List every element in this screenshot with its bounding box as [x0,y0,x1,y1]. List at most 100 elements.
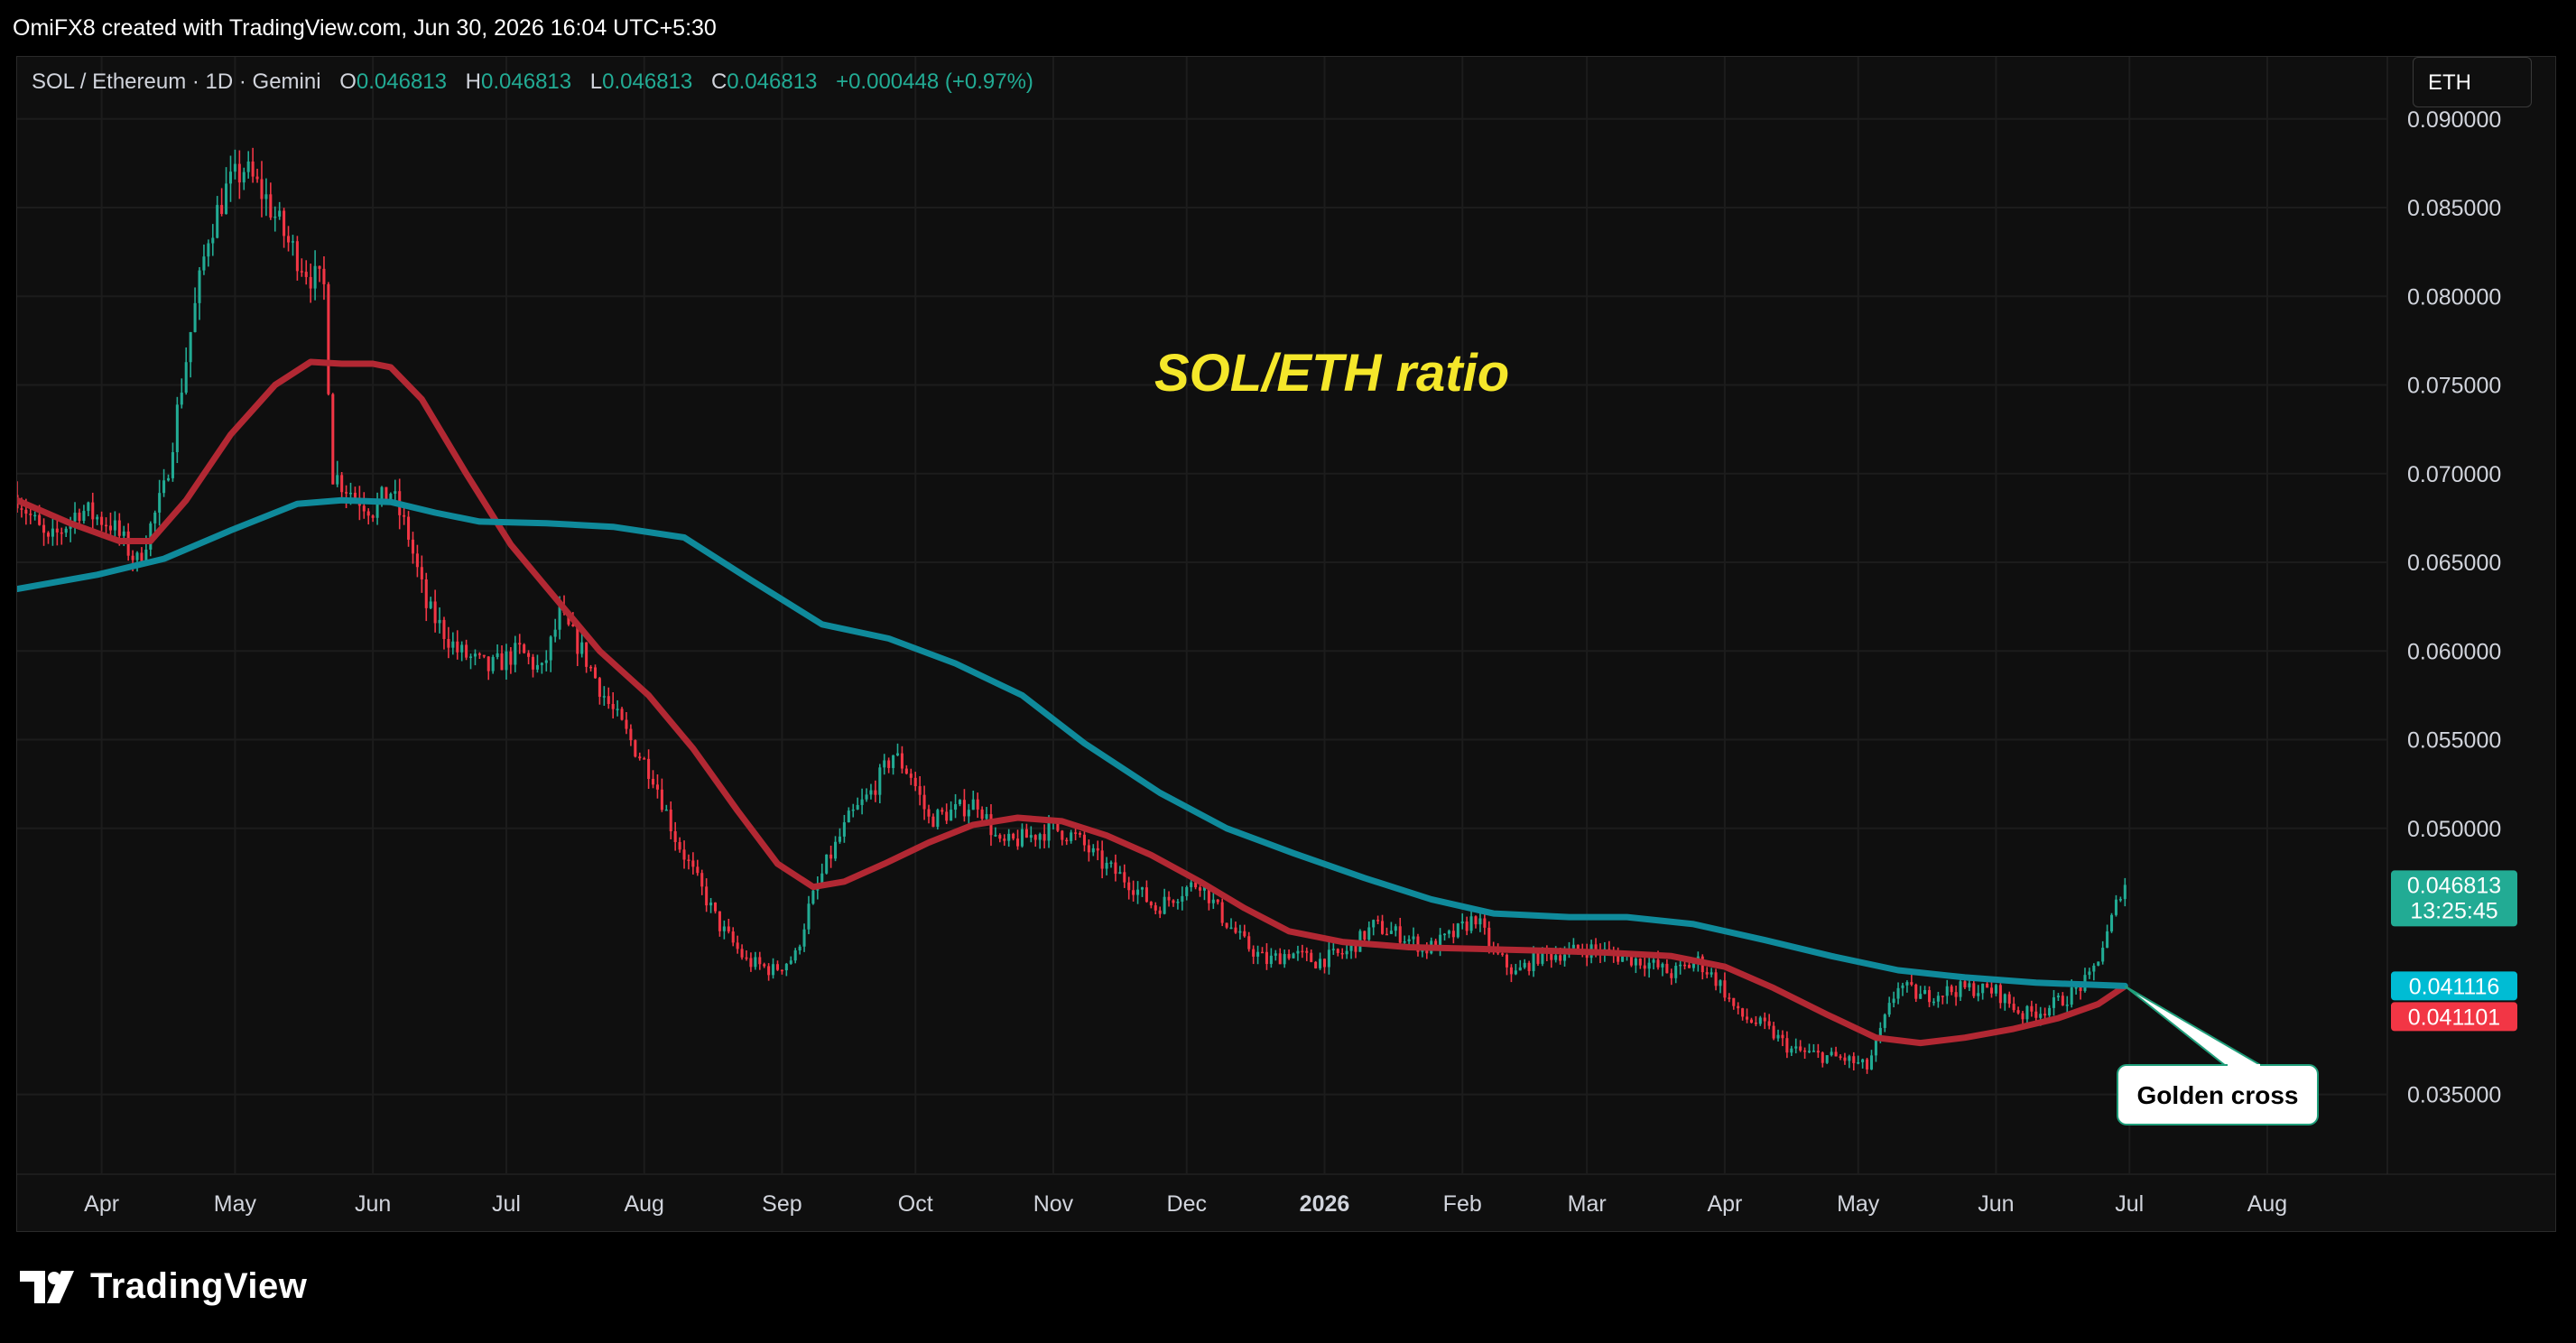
candle-body [1932,1001,1935,1004]
candle-body [1354,944,1357,952]
candle [1914,983,1918,1003]
candle-body [1679,964,1682,967]
candle-body [1741,1008,1745,1017]
candle [242,167,246,190]
candle-body [549,636,552,661]
candle-body [1056,821,1060,831]
candle-body [1190,882,1193,887]
candle-body [1469,916,1473,931]
y-tick-label: 0.065000 [2407,551,2501,576]
candle-body [2114,899,2117,915]
candle-body [1074,832,1078,834]
symbol-info[interactable]: SOL / Ethereum · 1D · Gemini [32,69,321,94]
x-tick-label: Dec [1167,1191,1207,1217]
candle [1665,959,1669,974]
candle [273,206,277,232]
candle [856,797,859,810]
candle [1687,961,1691,968]
candle-body [1070,832,1073,841]
candle-body [1981,983,1985,994]
candle [1367,922,1371,944]
candle-body [38,514,42,525]
candle [2065,996,2069,1014]
candle-body [523,644,526,653]
candle-body [544,660,548,663]
candle-body [713,903,718,912]
candle-body [1327,949,1330,968]
candle [509,646,513,674]
candle [216,196,219,239]
candle-body [1830,1051,1833,1056]
candle-body [1509,967,1513,975]
candle-body [1705,972,1709,975]
candle-body [2065,1005,2069,1006]
candle [1096,840,1099,861]
candle [491,654,495,674]
candle-body [553,629,557,637]
candle-body [304,272,308,277]
candle [1852,1051,1856,1070]
candle [540,662,543,674]
candle-body [1319,959,1322,968]
candle-body [1746,1016,1749,1020]
candle [2123,877,2127,907]
candle [331,393,335,485]
chart-frame[interactable]: 0.090000 0.085000 0.080000 0.075000 0.070000… [16,56,2556,1232]
candle-body [1207,885,1210,903]
candle-body [772,964,775,976]
candle [1509,964,1513,983]
candle [544,650,548,672]
candle [2007,991,2011,1008]
candle [1478,912,1482,932]
candle [962,789,966,822]
tradingview-logo[interactable]: TradingView [20,1266,307,1307]
candle [1746,1008,1749,1023]
candle [892,755,895,775]
candle-body [540,662,543,665]
candle [851,803,855,818]
candle-body [976,799,979,810]
currency-button[interactable]: ETH [2413,57,2532,107]
candle-body [411,539,415,554]
candle [366,508,370,525]
candle [1185,885,1189,901]
candle-body [945,811,949,821]
candle [42,518,46,546]
candle [1199,885,1202,897]
candle [1901,982,1904,996]
candle [451,632,455,655]
candle [353,486,357,499]
candle-body [1821,1052,1824,1063]
candle-body [775,964,780,970]
candle-body [558,607,561,630]
candle [429,597,432,610]
candle-body [1100,850,1104,869]
candle-body [82,511,86,522]
candle-body [1959,981,1962,997]
candle [669,801,672,839]
candle [482,654,486,659]
candle-body [113,520,116,531]
candle [1749,1017,1753,1023]
candle [1070,829,1073,844]
price-chart[interactable]: 0.090000 0.085000 0.080000 0.075000 0.070000… [17,57,2556,1232]
candle-body [429,601,432,608]
candle-body [718,911,721,931]
candle-body [731,931,735,943]
candle-body [309,276,312,289]
candle [1114,854,1117,882]
candle-body [647,758,651,779]
candle [909,768,913,785]
candle-body [295,241,299,272]
candle [1910,974,1913,986]
candle-body [1843,1057,1847,1061]
candle-body [322,268,326,284]
candle [1981,983,1985,1000]
candle [647,749,651,790]
candle-body [1225,922,1228,928]
candle-body [851,809,855,811]
candle [1710,968,1713,977]
candle-body [602,696,606,698]
candle [1385,927,1388,936]
candle-body [1363,931,1367,940]
